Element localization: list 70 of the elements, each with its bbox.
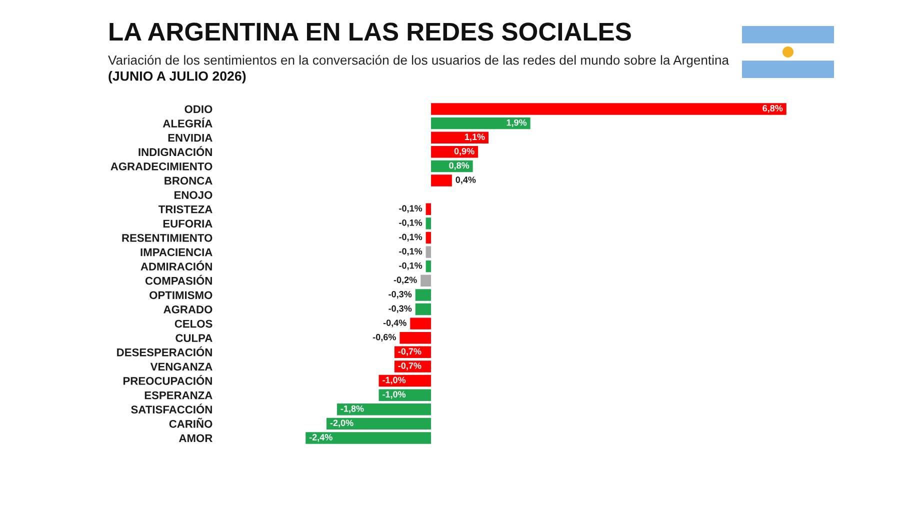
data-label: -1,0%	[382, 391, 406, 399]
bar	[410, 318, 432, 330]
bar	[415, 289, 432, 301]
y-tick-label: CARIÑO	[169, 418, 212, 428]
data-label: 0,4%	[456, 176, 476, 184]
y-tick-label: ENVIDIA	[168, 134, 212, 142]
data-label: 1,1%	[465, 134, 485, 142]
bar	[326, 418, 432, 430]
data-label: -2,4%	[309, 434, 332, 442]
y-tick-label: AGRADO	[164, 306, 212, 314]
text: (JUNIO A JULIO 2026)	[108, 71, 246, 84]
y-tick-label: AMOR	[178, 434, 212, 442]
data-label: -0,1%	[399, 219, 422, 228]
data-label: 1,9%	[506, 119, 527, 128]
data-label: 0,8%	[449, 162, 470, 170]
data-label: -0,6%	[372, 334, 396, 342]
y-tick-label: ODIO	[184, 105, 212, 114]
bar	[420, 274, 432, 287]
bar	[415, 303, 432, 316]
data-label: -2,0%	[330, 420, 354, 428]
bar	[431, 103, 786, 115]
y-tick-label: RESENTIMIENTO	[122, 234, 212, 242]
bar	[426, 218, 432, 230]
data-label: -0,3%	[388, 290, 412, 299]
data-label: -0,1%	[399, 205, 422, 213]
bar	[431, 117, 530, 130]
y-tick-label: ALEGRÍA	[162, 117, 212, 128]
bar	[426, 232, 432, 244]
bar	[306, 432, 432, 444]
y-tick-label: OPTIMISMO	[150, 291, 212, 300]
y-tick-label: SATISFACCIÓN	[131, 404, 212, 414]
data-label: -0,4%	[383, 320, 406, 328]
y-tick-label: ENOJO	[174, 191, 212, 199]
data-label: -0,3%	[388, 305, 412, 313]
y-tick-label: PREOCUPACIÓN	[123, 374, 212, 385]
data-label: 6,8%	[762, 105, 783, 113]
y-tick-label: IMPACIENCIA	[140, 248, 212, 256]
bar	[426, 246, 432, 258]
y-tick-label: CELOS	[174, 320, 212, 328]
data-label: -0,1%	[399, 234, 422, 242]
y-tick-label: ESPERANZA	[144, 391, 212, 400]
data-label: -0,2%	[394, 276, 417, 284]
bar	[431, 174, 452, 186]
chart-subtitle: Variación de los sentimientos en la conversación de los usuarios de las redes del mundo sobre la Argentina	[108, 55, 729, 68]
bar	[426, 260, 432, 272]
y-tick-label: TRISTEZA	[158, 205, 212, 214]
data-label: -1,0%	[382, 376, 406, 385]
bar	[378, 389, 432, 401]
y-tick-label: VENGANZA	[150, 362, 212, 371]
y-tick-label: BRONCA	[164, 176, 212, 185]
y-tick-label: EUFORIA	[163, 220, 212, 228]
y-tick-label: CULPA	[176, 334, 212, 342]
bar	[426, 203, 432, 215]
data-label: -0,1%	[399, 262, 422, 270]
data-label: -0,1%	[399, 248, 422, 256]
y-tick-label: INDIGNACIÓN	[138, 146, 212, 156]
bar	[394, 360, 432, 372]
y-tick-label: AGRADECIMIENTO	[110, 162, 212, 170]
bar	[400, 332, 432, 344]
chart-title: LA ARGENTINA EN LAS REDES SOCIALES	[110, 22, 631, 41]
bar	[431, 132, 489, 144]
y-tick-label: COMPASIÓN	[145, 274, 212, 285]
bar	[431, 146, 478, 158]
data-label: -0,7%	[398, 362, 422, 370]
data-label: 0,9%	[454, 148, 474, 156]
data-label: -1,8%	[340, 405, 364, 414]
y-tick-label: DESESPERACIÓN	[117, 346, 212, 356]
bar	[336, 404, 432, 416]
data-label: -0,7%	[398, 348, 422, 356]
y-tick-label: ADMIRACIÓN	[140, 260, 212, 270]
